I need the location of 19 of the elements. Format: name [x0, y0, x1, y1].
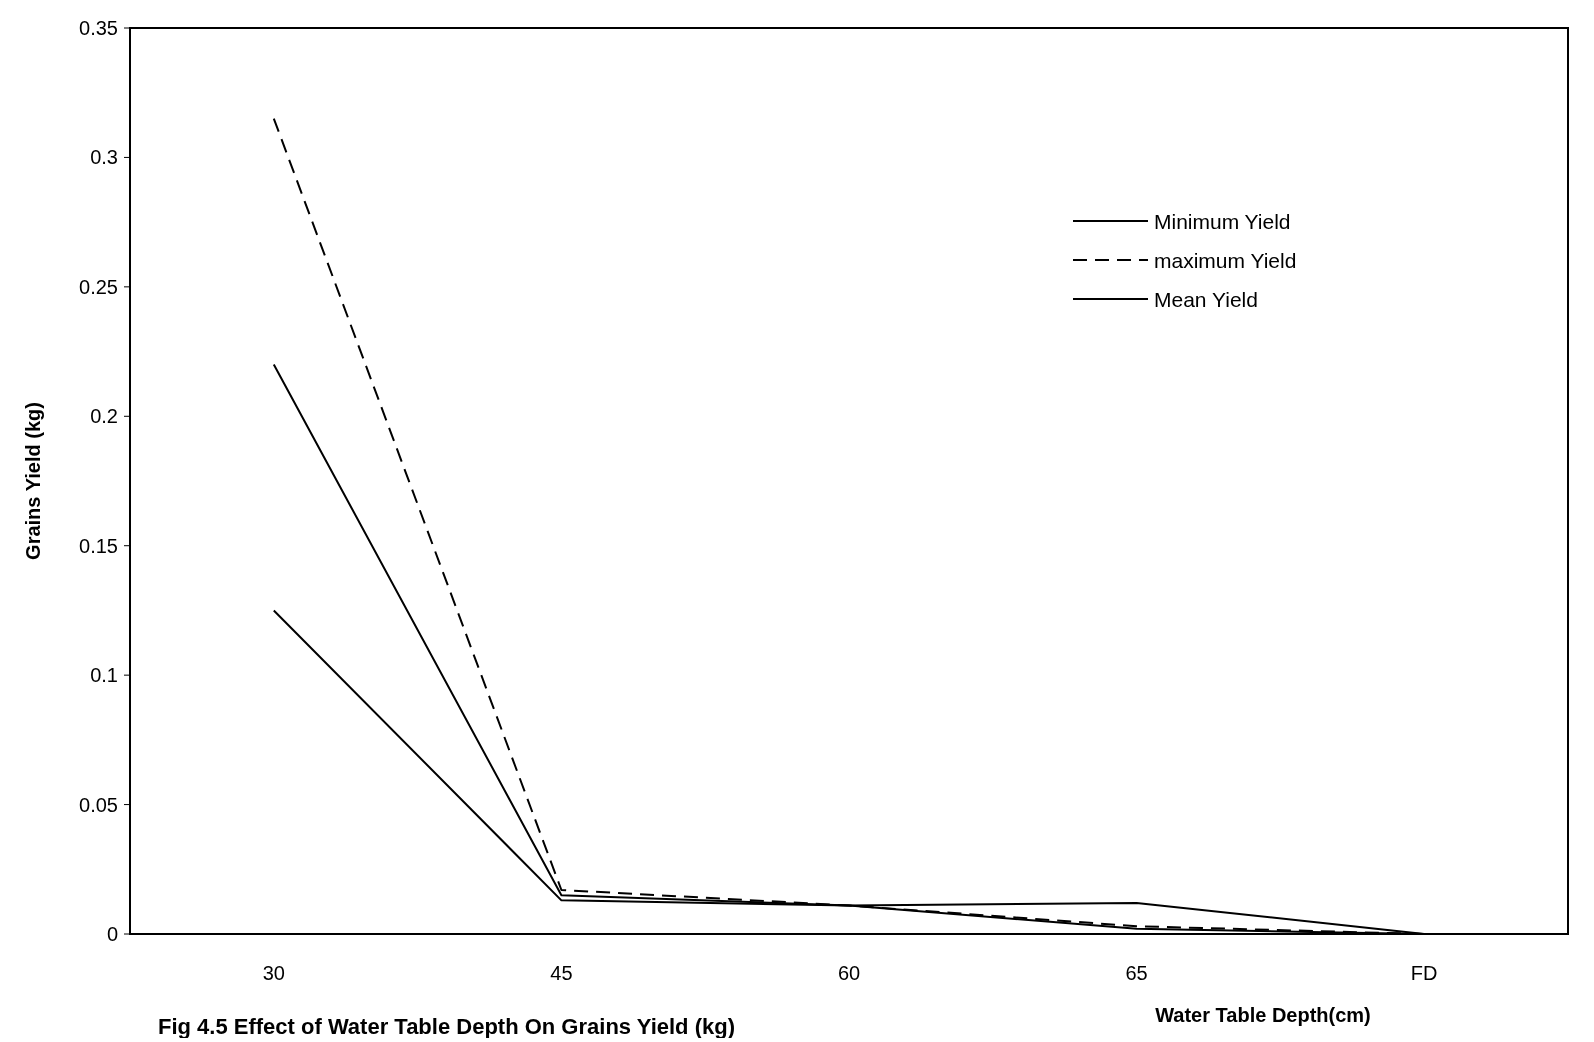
x-tick-label: 45 [550, 962, 573, 984]
legend-label: maximum Yield [1154, 249, 1297, 272]
y-tick-label: 0.35 [79, 17, 118, 39]
y-tick-label: 0.25 [79, 275, 118, 298]
y-axis-title: Grains Yield (kg) [22, 402, 44, 560]
legend-label: Mean Yield [1154, 288, 1258, 311]
y-tick-label: 0 [106, 923, 118, 945]
y-tick-label: 0.1 [90, 664, 118, 687]
x-tick-label: 60 [837, 962, 861, 984]
x-tick-label: 30 [262, 962, 285, 984]
x-axis-title: Water Table Depth(cm) [1155, 1004, 1371, 1026]
y-tick-label: 0.2 [90, 405, 118, 428]
y-tick-label: 0.05 [79, 793, 118, 816]
y-tick-label: 0.3 [90, 146, 118, 169]
x-tick-label: FD [1410, 962, 1438, 984]
legend-label: Minimum Yield [1154, 210, 1291, 233]
x-tick-label: 65 [1125, 962, 1148, 984]
y-tick-label: 0.15 [79, 534, 118, 557]
caption: Fig 4.5 Effect of Water Table Depth On Grains Yield (kg) [158, 1014, 735, 1039]
